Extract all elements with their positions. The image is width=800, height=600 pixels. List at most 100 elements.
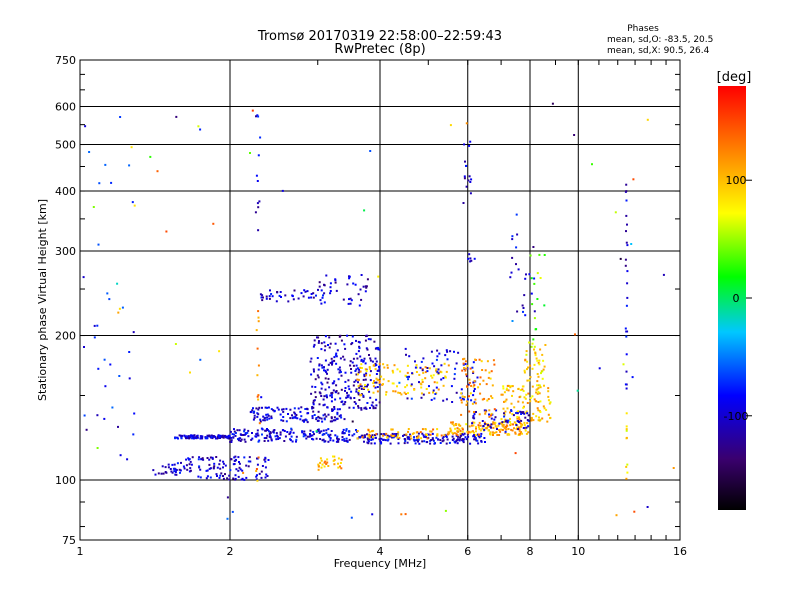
data-point xyxy=(362,436,365,439)
data-point xyxy=(626,282,629,285)
data-point xyxy=(453,350,455,353)
data-point xyxy=(514,432,517,435)
data-point xyxy=(530,277,533,280)
data-point xyxy=(524,359,527,362)
data-point xyxy=(257,310,260,313)
data-point xyxy=(216,466,219,469)
data-point xyxy=(525,273,527,276)
data-point xyxy=(364,339,367,342)
data-point xyxy=(454,427,457,430)
data-point xyxy=(329,286,332,289)
data-point xyxy=(469,140,472,143)
data-point xyxy=(188,437,191,440)
data-point xyxy=(472,385,475,388)
data-point xyxy=(331,391,334,394)
data-point xyxy=(257,229,260,232)
data-point xyxy=(462,358,464,361)
data-point xyxy=(471,422,474,425)
data-point xyxy=(468,175,471,178)
data-point xyxy=(311,437,313,440)
data-point xyxy=(533,310,536,313)
x-tick-label: 2 xyxy=(227,545,234,558)
data-point xyxy=(414,442,417,445)
data-point xyxy=(406,376,409,378)
data-point xyxy=(536,298,539,300)
data-point xyxy=(130,146,133,149)
data-point xyxy=(309,433,311,435)
data-point xyxy=(334,281,337,284)
data-point xyxy=(380,433,383,436)
data-point xyxy=(228,434,230,437)
data-point xyxy=(320,289,323,292)
data-point xyxy=(295,414,298,416)
data-point xyxy=(526,422,529,425)
data-point xyxy=(455,362,458,365)
data-point xyxy=(228,478,231,481)
data-point xyxy=(348,275,351,278)
data-point xyxy=(256,432,259,435)
data-point xyxy=(352,357,355,360)
data-point xyxy=(174,473,177,476)
data-point xyxy=(480,360,483,363)
data-point xyxy=(407,436,410,439)
data-point xyxy=(340,388,343,391)
data-point xyxy=(424,371,427,374)
data-point xyxy=(193,434,196,437)
data-point xyxy=(363,440,365,443)
data-point xyxy=(459,436,462,439)
data-point xyxy=(524,411,527,414)
data-point xyxy=(421,378,424,381)
data-point xyxy=(306,421,309,424)
data-point xyxy=(179,469,182,472)
data-point xyxy=(355,429,357,431)
data-point xyxy=(374,407,377,410)
data-point xyxy=(527,431,530,434)
data-point xyxy=(535,415,538,418)
data-point xyxy=(311,406,314,408)
data-point xyxy=(238,461,240,463)
data-point xyxy=(516,310,519,313)
data-point xyxy=(523,421,526,424)
data-point xyxy=(526,379,529,382)
data-point xyxy=(126,458,129,461)
data-point xyxy=(121,306,124,309)
data-point xyxy=(323,301,326,304)
data-point xyxy=(341,400,344,403)
data-point xyxy=(511,238,514,241)
data-point xyxy=(353,433,356,436)
data-point xyxy=(336,438,339,440)
data-point xyxy=(256,457,258,460)
data-point xyxy=(536,380,539,383)
data-point xyxy=(406,436,409,439)
data-point xyxy=(264,466,267,469)
data-point xyxy=(350,343,353,346)
data-point xyxy=(367,434,370,437)
data-point xyxy=(527,425,530,428)
data-point xyxy=(511,256,514,259)
data-point xyxy=(505,426,508,429)
data-point xyxy=(226,435,229,438)
data-point xyxy=(336,439,339,442)
data-point xyxy=(372,382,375,385)
data-point xyxy=(331,396,333,399)
data-point xyxy=(488,413,490,416)
data-point xyxy=(322,404,325,407)
data-point xyxy=(614,211,617,214)
data-point xyxy=(407,378,410,381)
data-point xyxy=(322,438,325,441)
data-point xyxy=(366,385,368,388)
data-point xyxy=(218,476,221,479)
data-point xyxy=(215,473,218,476)
data-point xyxy=(485,427,488,430)
data-point xyxy=(333,463,336,466)
data-point xyxy=(479,424,482,427)
data-point xyxy=(366,348,369,351)
data-point xyxy=(277,438,280,440)
data-point xyxy=(426,367,429,369)
data-point xyxy=(410,383,413,386)
data-point xyxy=(472,372,475,374)
data-point xyxy=(237,469,240,472)
data-point xyxy=(430,374,433,377)
data-point xyxy=(515,428,518,430)
data-point xyxy=(313,339,316,342)
